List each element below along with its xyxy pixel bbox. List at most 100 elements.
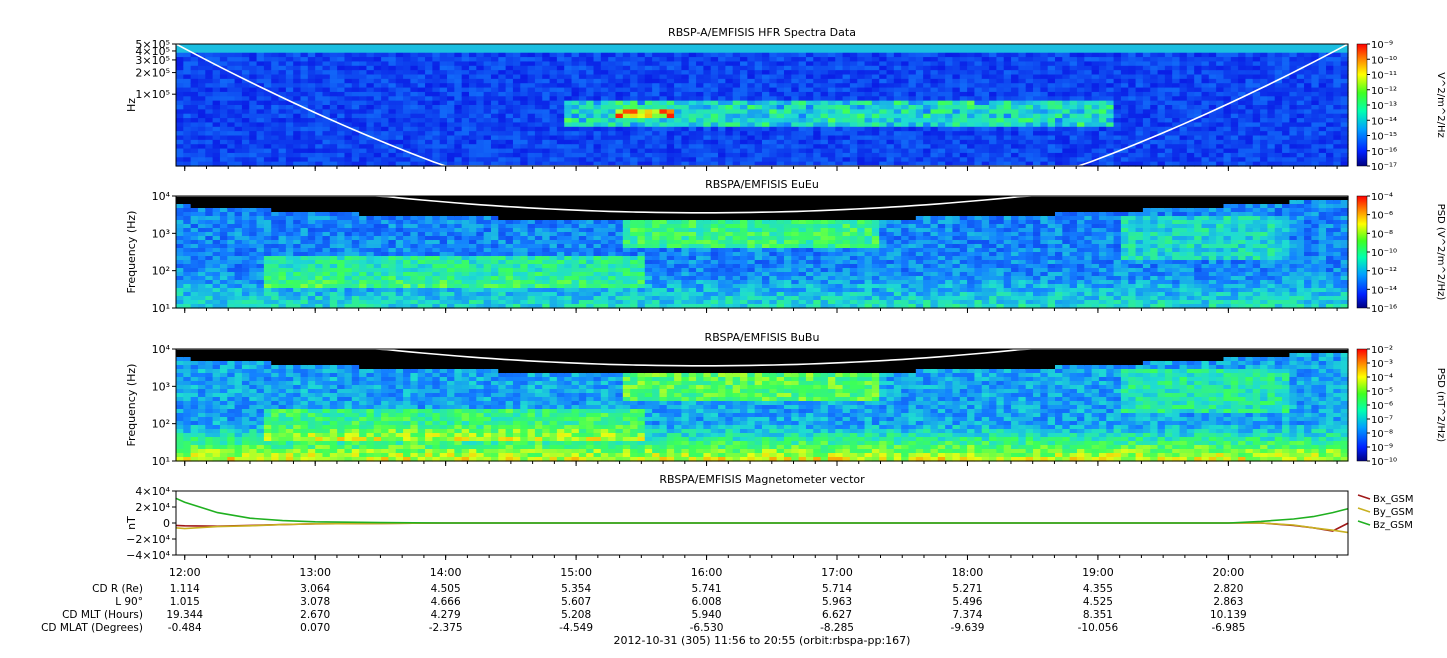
spectrogram-cell — [1062, 65, 1071, 71]
spectrogram-cell — [622, 126, 631, 132]
spectrogram-cell — [300, 65, 309, 71]
spectrogram-cell — [1311, 87, 1320, 93]
spectrogram-cell — [329, 70, 338, 76]
spectrogram-cell — [820, 122, 829, 128]
spectrogram-cell — [915, 161, 924, 167]
spectrogram-cell — [1252, 113, 1261, 119]
spectrogram-cell — [300, 157, 309, 163]
spectrogram-cell — [469, 57, 477, 63]
spectrogram-cell — [205, 118, 214, 124]
spectrogram-cell — [212, 96, 221, 102]
spectrogram-cell — [227, 148, 236, 154]
spectrogram-cell — [249, 212, 258, 217]
spectrogram-cell — [1179, 83, 1188, 89]
spectrogram-cell — [857, 152, 866, 158]
spectrogram-cell — [608, 139, 617, 145]
spectrogram-cell — [176, 61, 184, 67]
spectrogram-cell — [857, 118, 866, 124]
spectrogram-cell — [915, 109, 924, 115]
spectrogram-cell — [776, 148, 785, 154]
spectrogram-cell — [586, 148, 595, 154]
spectrogram-cell — [996, 70, 1005, 76]
spectrogram-cell — [1260, 91, 1269, 97]
spectrogram-cell — [820, 57, 829, 63]
spectrogram-cell — [425, 126, 433, 132]
spectrogram-cell — [1318, 65, 1327, 71]
spectrogram-cell — [798, 96, 807, 102]
spectrogram-cell — [791, 87, 800, 93]
spectrogram-cell — [1230, 118, 1239, 124]
spectrogram-cell — [1003, 74, 1012, 80]
spectrogram-cell — [1142, 78, 1151, 84]
spectrogram-cell — [1040, 161, 1049, 167]
spectrogram-cell — [1260, 83, 1269, 89]
spectrogram-cell — [381, 70, 390, 76]
spectrogram-cell — [285, 109, 294, 115]
spectrogram-cell — [1230, 61, 1239, 67]
spectrogram-cell — [762, 91, 770, 97]
spectrogram-cell — [762, 57, 770, 63]
spectrogram-cell — [901, 65, 910, 71]
spectrogram-cell — [908, 100, 917, 106]
spectrogram-cell — [315, 126, 324, 132]
spectrogram-cell — [1340, 91, 1349, 97]
spectrogram-cell — [1113, 65, 1122, 71]
spectrogram-cell — [1040, 48, 1049, 54]
spectrogram-cell — [241, 144, 250, 150]
spectrogram-cell — [564, 157, 573, 163]
spectrogram-cell — [1011, 57, 1019, 63]
spectrogram-cell — [263, 212, 272, 217]
spectrogram-cell — [366, 161, 375, 167]
spectrogram-cell — [1033, 161, 1041, 167]
spectrogram-cell — [783, 109, 792, 115]
spectrogram-cell — [930, 122, 939, 128]
spectrogram-cell — [593, 48, 602, 54]
spectrogram-cell — [1274, 161, 1283, 167]
spectrogram-cell — [674, 61, 683, 67]
spectrogram-cell — [908, 87, 917, 93]
spectrogram-cell — [190, 196, 199, 201]
spectrogram-cell — [681, 57, 690, 63]
spectrogram-cell — [366, 139, 375, 145]
spectrogram-cell — [366, 78, 375, 84]
spectrogram-cell — [534, 131, 543, 137]
spectrogram-cell — [1157, 135, 1166, 141]
spectrogram-cell — [923, 61, 932, 67]
spectrogram-cell — [549, 70, 558, 76]
spectrogram-cell — [1062, 109, 1071, 115]
spectrogram-cell — [256, 87, 265, 93]
spectrogram-cell — [1150, 70, 1159, 76]
spectrogram-cell — [1208, 78, 1217, 84]
spectrogram-cell — [718, 131, 726, 137]
spectrogram-cell — [432, 105, 441, 110]
spectrogram-cell — [710, 144, 719, 150]
spectrogram-cell — [1296, 96, 1305, 102]
spectrogram-cell — [359, 100, 368, 106]
spectrogram-cell — [256, 240, 265, 245]
spectrogram-cell — [549, 161, 558, 167]
spectrogram-cell — [263, 96, 272, 102]
spectrogram-cell — [923, 131, 932, 137]
spectrogram-cell — [1003, 118, 1012, 124]
spectrogram-cell — [439, 87, 448, 93]
spectrogram-cell — [351, 44, 360, 49]
spectrogram-cell — [989, 105, 997, 110]
spectrogram-cell — [1304, 78, 1312, 84]
spectrogram-cell — [842, 113, 851, 119]
spectrogram-cell — [476, 78, 485, 84]
spectrogram-cell — [219, 204, 228, 209]
spectrogram-cell — [608, 83, 617, 89]
spectrogram-cell — [805, 152, 814, 158]
spectrogram-cell — [644, 100, 653, 106]
spectrogram-cell — [827, 65, 836, 71]
spectrogram-cell — [937, 135, 946, 141]
spectrogram-cell — [520, 61, 529, 67]
spectrogram-cell — [659, 100, 668, 106]
spectrogram-cell — [278, 232, 287, 237]
spectrogram-cell — [176, 284, 184, 289]
spectrogram-cell — [1186, 122, 1195, 128]
spectrogram-cell — [1106, 152, 1115, 158]
spectrogram-cell — [849, 139, 858, 145]
spectrogram-cell — [937, 152, 946, 158]
spectrogram-cell — [1040, 157, 1049, 163]
